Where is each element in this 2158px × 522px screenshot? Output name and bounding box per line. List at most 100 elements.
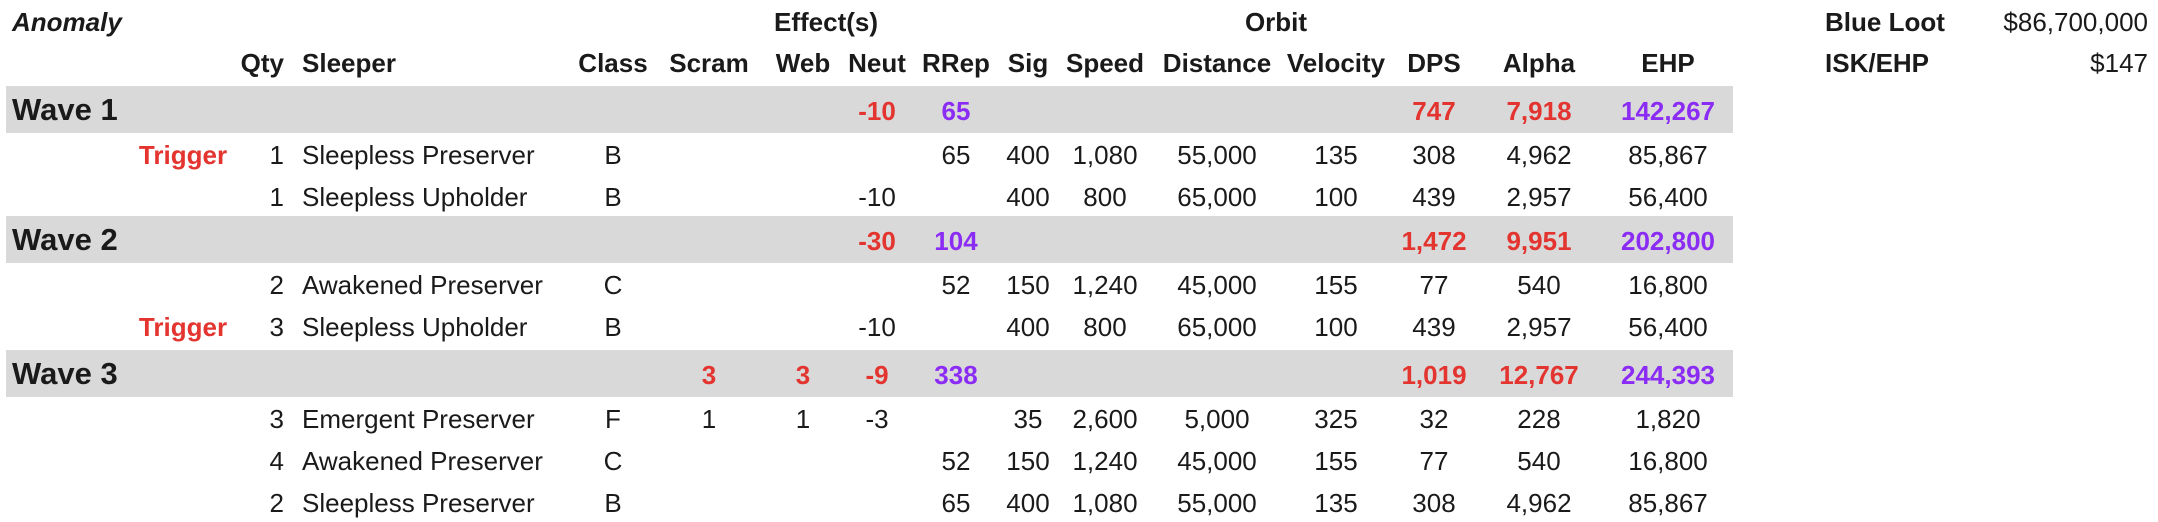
cell-ehp: 85,867 [1628, 140, 1708, 170]
col-header-web: Web [775, 48, 831, 78]
isk-ehp-value: $147 [2090, 48, 2148, 78]
col-header-ehp: EHP [1641, 48, 1695, 78]
cell-distance: 45,000 [1177, 446, 1257, 476]
wave-label: Wave 1 [12, 92, 118, 127]
cell-speed: 1,080 [1072, 488, 1138, 518]
cell-dps: 439 [1412, 312, 1456, 342]
cell-class: B [604, 312, 622, 342]
cell-ehp: 85,867 [1628, 488, 1708, 518]
cell-class: C [603, 270, 623, 300]
cell-sleeper: Emergent Preserver [302, 404, 535, 434]
cell-dps: 77 [1419, 446, 1449, 476]
cell-sig: 400 [1006, 182, 1050, 212]
cell-speed: 2,600 [1072, 404, 1138, 434]
wave-total-alpha: 7,918 [1506, 96, 1572, 126]
cell-alpha: 2,957 [1506, 182, 1572, 212]
wave-total-dps: 1,019 [1401, 360, 1467, 390]
col-header-rrep: RRep [922, 48, 990, 78]
cell-dps: 77 [1419, 270, 1449, 300]
cell-alpha: 4,962 [1506, 140, 1572, 170]
wave-header-band [6, 216, 1733, 263]
wave-total-neut: -30 [858, 226, 896, 256]
cell-dps: 308 [1412, 488, 1456, 518]
col-header-distance: Distance [1162, 48, 1272, 78]
wave-header-band [6, 86, 1733, 133]
anomaly-label: Anomaly [12, 7, 122, 37]
cell-alpha: 540 [1517, 446, 1561, 476]
wave-total-rrep: 65 [941, 96, 971, 126]
cell-sig: 400 [1006, 488, 1050, 518]
col-header-alpha: Alpha [1502, 48, 1576, 78]
cell-class: B [604, 182, 622, 212]
cell-speed: 800 [1083, 312, 1127, 342]
cell-distance: 65,000 [1177, 182, 1257, 212]
cell-sig: 400 [1006, 312, 1050, 342]
cell-distance: 65,000 [1177, 312, 1257, 342]
cell-qty: 2 [269, 270, 284, 300]
cell-ehp: 1,820 [1635, 404, 1701, 434]
cell-class: F [605, 404, 621, 434]
wave-total-ehp: 142,267 [1621, 96, 1715, 126]
cell-velocity: 325 [1314, 404, 1358, 434]
cell-qty: 1 [269, 140, 284, 170]
cell-qty: 2 [269, 488, 284, 518]
cell-sig: 150 [1006, 446, 1050, 476]
col-header-neut: Neut [848, 48, 906, 78]
cell-dps: 308 [1412, 140, 1456, 170]
col-header-class: Class [578, 48, 648, 78]
wave-header-band [6, 350, 1733, 397]
cell-dps: 439 [1412, 182, 1456, 212]
cell-sleeper: Sleepless Preserver [302, 488, 535, 518]
cell-rrep: 65 [941, 488, 971, 518]
cell-distance: 45,000 [1177, 270, 1257, 300]
wave-total-ehp: 202,800 [1621, 226, 1715, 256]
wave-total-rrep: 338 [934, 360, 978, 390]
col-header-scram: Scram [669, 48, 749, 78]
cell-speed: 1,240 [1072, 270, 1138, 300]
col-header-speed: Speed [1065, 48, 1145, 78]
wave-total-neut: -9 [865, 360, 889, 390]
cell-qty: 4 [269, 446, 284, 476]
cell-dps: 32 [1419, 404, 1449, 434]
cell-distance: 55,000 [1177, 488, 1257, 518]
wave-total-rrep: 104 [934, 226, 978, 256]
col-header-qty: Qty [240, 48, 284, 78]
cell-alpha: 540 [1517, 270, 1561, 300]
cell-class: C [603, 446, 623, 476]
cell-distance: 5,000 [1184, 404, 1250, 434]
cell-class: B [604, 488, 622, 518]
wave-total-ehp: 244,393 [1621, 360, 1715, 390]
cell-class: B [604, 140, 622, 170]
cell-velocity: 155 [1314, 270, 1358, 300]
col-header-velocity: Velocity [1286, 48, 1386, 78]
cell-sleeper: Sleepless Preserver [302, 140, 535, 170]
cell-alpha: 228 [1517, 404, 1561, 434]
wave-total-alpha: 12,767 [1499, 360, 1579, 390]
blue-loot-label: Blue Loot [1825, 7, 1945, 37]
effects-group-header: Effect(s) [773, 7, 879, 37]
cell-web: 1 [795, 404, 811, 434]
cell-neut: -10 [858, 312, 896, 342]
cell-velocity: 100 [1314, 182, 1358, 212]
trigger-label: Trigger [138, 140, 228, 170]
cell-rrep: 65 [941, 140, 971, 170]
cell-sleeper: Sleepless Upholder [302, 312, 528, 342]
cell-sig: 400 [1006, 140, 1050, 170]
cell-velocity: 155 [1314, 446, 1358, 476]
cell-sleeper: Awakened Preserver [302, 270, 543, 300]
cell-scram: 1 [701, 404, 717, 434]
wave-label: Wave 3 [12, 356, 118, 391]
col-header-sleeper: Sleeper [302, 48, 396, 78]
cell-neut: -10 [858, 182, 896, 212]
wave-total-dps: 1,472 [1401, 226, 1467, 256]
wave-total-dps: 747 [1412, 96, 1456, 126]
cell-sleeper: Sleepless Upholder [302, 182, 528, 212]
cell-rrep: 52 [941, 446, 971, 476]
cell-speed: 1,240 [1072, 446, 1138, 476]
cell-speed: 800 [1083, 182, 1127, 212]
cell-qty: 3 [269, 312, 284, 342]
cell-qty: 1 [269, 182, 284, 212]
cell-velocity: 135 [1314, 488, 1358, 518]
wave-total-neut: -10 [858, 96, 896, 126]
cell-alpha: 4,962 [1506, 488, 1572, 518]
